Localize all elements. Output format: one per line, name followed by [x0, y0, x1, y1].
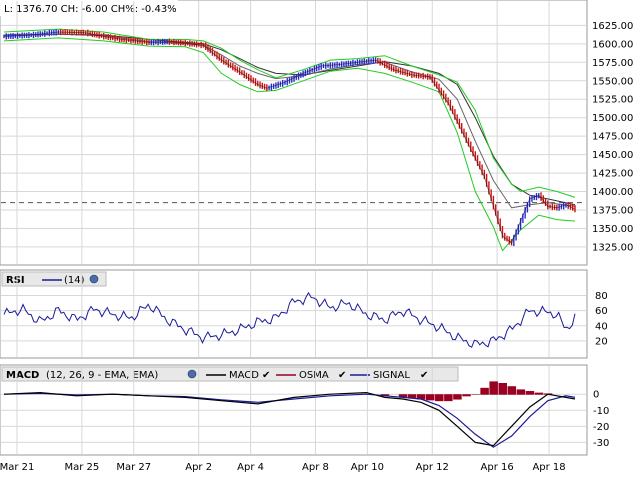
rsi-legend-title: RSI: [6, 275, 25, 286]
price-axis-tick-label: 1475.00: [592, 132, 633, 143]
rsi-axis-tick-label: 80: [595, 291, 608, 302]
macd-legend-signal-label: SIGNAL: [373, 370, 410, 381]
price-axis-tick-label: 1425.00: [592, 169, 633, 180]
osma-bar: [480, 387, 489, 395]
osma-bar: [425, 394, 435, 401]
macd-line: [3, 391, 576, 447]
x-axis-tick-label: Apr 8: [302, 462, 329, 473]
price-axis-tick-label: 1325.00: [592, 242, 633, 253]
macd-axis-tick-label: -10: [593, 406, 609, 417]
x-axis-tick-label: Apr 16: [481, 462, 514, 473]
globe-icon[interactable]: [89, 274, 99, 284]
macd-legend-title: MACD: [6, 370, 39, 381]
osma-bar: [398, 394, 408, 398]
macd-axis-tick-label: 0: [593, 390, 599, 401]
price-axis-tick-label: 1350.00: [592, 224, 633, 235]
osma-bar: [471, 394, 480, 395]
osma-bar: [516, 389, 526, 395]
price-axis-tick-label: 1600.00: [592, 39, 633, 50]
osma-bar: [489, 381, 498, 395]
macd-legend-macd-label: MACD: [229, 370, 259, 381]
chart-marks: 1625.00 1600.00 1575.00 1550.00 1525.00 1500.…: [0, 1, 633, 473]
osma-bar: [498, 383, 507, 395]
price-axis-tick-label: 1500.00: [592, 113, 633, 124]
bollinger-lower-line: [3, 37, 576, 252]
x-axis-tick-label: Mar 25: [64, 462, 99, 473]
rsi-line: [3, 291, 576, 348]
fast-moving-average-line: [3, 33, 576, 209]
osma-bar: [453, 394, 462, 400]
bollinger-upper-line: [3, 28, 576, 198]
x-axis-tick-label: Apr 18: [532, 462, 565, 473]
macd-legend-box[interactable]: [1, 366, 459, 382]
osma-bar: [534, 392, 544, 395]
price-axis-tick-label: 1400.00: [592, 187, 633, 198]
globe-icon[interactable]: [187, 369, 197, 379]
rsi-legend-box[interactable]: [1, 271, 107, 287]
macd-axis-tick-label: -30: [593, 438, 609, 449]
macd-legend-params: (12, 26, 9 - EMA, EMA): [46, 370, 158, 381]
osma-bar: [407, 394, 417, 398]
osma-bar: [525, 391, 535, 395]
x-axis-tick-label: Apr 12: [416, 462, 449, 473]
price-axis-tick-label: 1525.00: [592, 95, 633, 106]
price-axis-tick-label: 1375.00: [592, 206, 633, 217]
slow-moving-average-line: [3, 33, 576, 206]
osma-bar: [435, 394, 444, 402]
rsi-axis-tick-label: 20: [595, 336, 608, 347]
x-axis-tick-label: Mar 21: [0, 462, 34, 473]
check-icon[interactable]: ✔: [262, 370, 270, 381]
x-axis-tick-label: Apr 4: [237, 462, 264, 473]
price-close-line: [3, 31, 576, 244]
macd-legend-osma-label: OSMA: [299, 370, 329, 381]
osma-bar: [416, 394, 426, 400]
x-axis-tick-label: Apr 10: [351, 462, 384, 473]
osma-bar: [444, 394, 453, 402]
check-icon[interactable]: ✔: [420, 370, 428, 381]
price-axis-tick-label: 1550.00: [592, 76, 633, 87]
x-axis-tick-label: Mar 27: [116, 462, 151, 473]
macd-axis-tick-label: -20: [593, 422, 609, 433]
rsi-legend-param: (14): [64, 275, 85, 286]
check-icon[interactable]: ✔: [338, 370, 346, 381]
osma-bar: [462, 394, 471, 397]
rsi-axis-tick-label: 40: [595, 321, 608, 332]
price-axis-tick-label: 1575.00: [592, 58, 633, 69]
quote-text: L: 1376.70 CH: -6.00 CH%: -0.43%: [4, 4, 177, 15]
x-axis-tick-label: Apr 2: [185, 462, 212, 473]
price-axis-tick-label: 1625.00: [592, 21, 633, 32]
price-axis-tick-label: 1450.00: [592, 150, 633, 161]
rsi-axis-tick-label: 60: [595, 306, 608, 317]
osma-bar: [507, 386, 517, 395]
